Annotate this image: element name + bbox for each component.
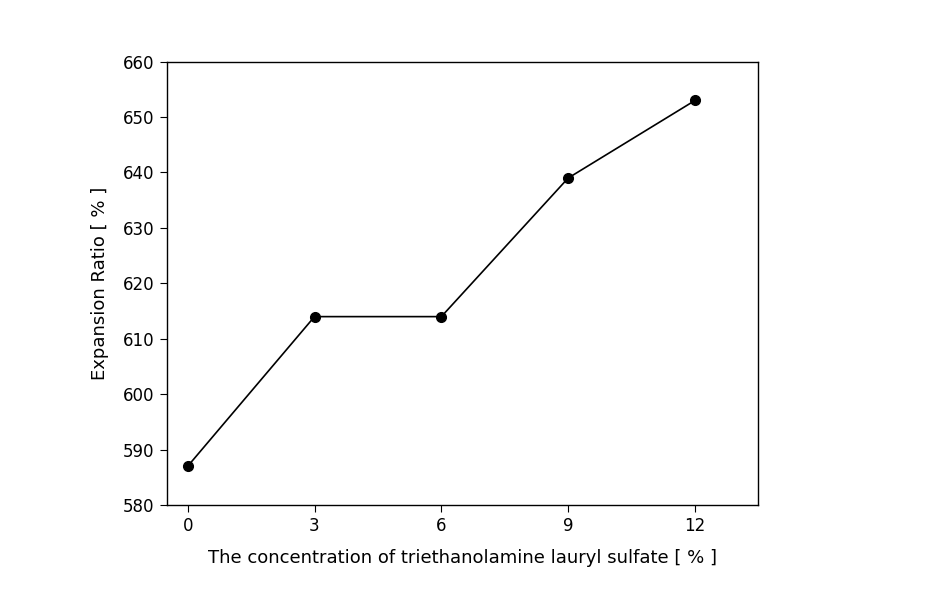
Y-axis label: Expansion Ratio [ % ]: Expansion Ratio [ % ] bbox=[92, 187, 109, 380]
X-axis label: The concentration of triethanolamine lauryl sulfate [ % ]: The concentration of triethanolamine lau… bbox=[208, 549, 717, 567]
